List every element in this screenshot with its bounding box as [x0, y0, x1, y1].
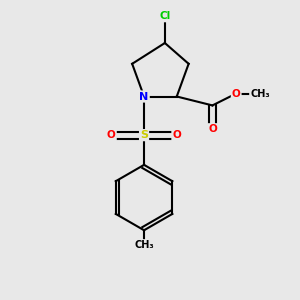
Text: O: O — [208, 124, 217, 134]
Text: S: S — [140, 130, 148, 140]
Text: CH₃: CH₃ — [250, 88, 270, 98]
Text: O: O — [172, 130, 181, 140]
Text: CH₃: CH₃ — [134, 240, 154, 250]
Text: N: N — [140, 92, 149, 101]
Text: O: O — [107, 130, 116, 140]
Text: O: O — [232, 88, 241, 98]
Text: Cl: Cl — [159, 11, 170, 21]
